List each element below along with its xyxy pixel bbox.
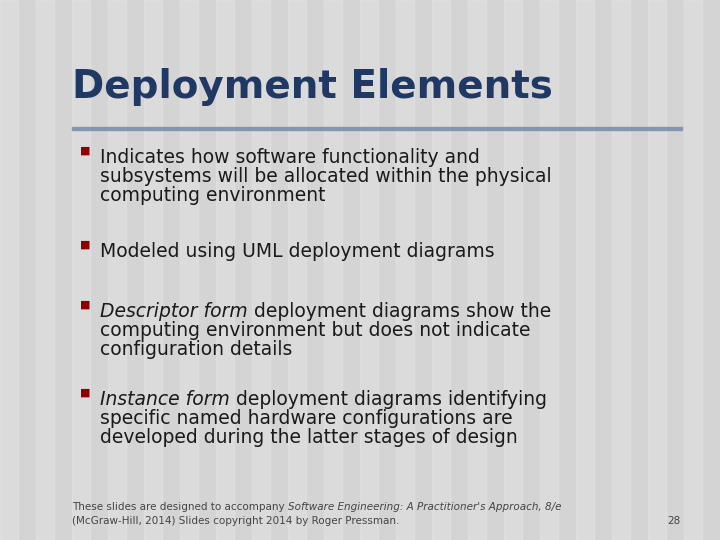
Text: ■: ■ (80, 145, 91, 156)
Text: subsystems will be allocated within the physical: subsystems will be allocated within the … (100, 167, 552, 186)
Text: Indicates how software functionality and: Indicates how software functionality and (100, 148, 480, 167)
Text: Deployment Elements: Deployment Elements (72, 68, 553, 106)
Bar (324, 0, 342, 540)
Bar (576, 0, 594, 540)
Text: ■: ■ (80, 299, 91, 309)
Bar (108, 0, 126, 540)
Text: configuration details: configuration details (100, 340, 292, 359)
Bar (144, 0, 162, 540)
Text: (McGraw-Hill, 2014) Slides copyright 2014 by Roger Pressman.: (McGraw-Hill, 2014) Slides copyright 201… (72, 516, 400, 526)
Bar (360, 0, 378, 540)
Text: Modeled using UML deployment diagrams: Modeled using UML deployment diagrams (100, 242, 495, 261)
Text: These slides are designed to accompany: These slides are designed to accompany (72, 502, 288, 512)
Bar (684, 0, 702, 540)
Text: computing environment: computing environment (100, 186, 325, 205)
Bar (36, 0, 54, 540)
Text: Software Engineering: A Practitioner's Approach, 8/e: Software Engineering: A Practitioner's A… (288, 502, 562, 512)
Text: Instance form: Instance form (100, 390, 230, 409)
Bar (180, 0, 198, 540)
Bar (504, 0, 522, 540)
Bar (216, 0, 234, 540)
Text: Descriptor form: Descriptor form (100, 302, 248, 321)
Text: developed during the latter stages of design: developed during the latter stages of de… (100, 428, 518, 447)
Bar (288, 0, 306, 540)
Text: deployment diagrams identifying: deployment diagrams identifying (230, 390, 546, 409)
Bar (252, 0, 270, 540)
Text: deployment diagrams show the: deployment diagrams show the (248, 302, 551, 321)
Bar (72, 127, 682, 130)
Text: ■: ■ (80, 239, 91, 249)
Bar (396, 0, 414, 540)
Bar (612, 0, 630, 540)
Bar (432, 0, 450, 540)
Bar (648, 0, 666, 540)
Text: 28: 28 (667, 516, 680, 526)
Text: ■: ■ (80, 387, 91, 397)
Bar (72, 0, 90, 540)
Text: computing environment but does not indicate: computing environment but does not indic… (100, 321, 531, 340)
Bar (0, 0, 18, 540)
Bar (540, 0, 558, 540)
Text: specific named hardware configurations are: specific named hardware configurations a… (100, 409, 513, 428)
Bar (468, 0, 486, 540)
